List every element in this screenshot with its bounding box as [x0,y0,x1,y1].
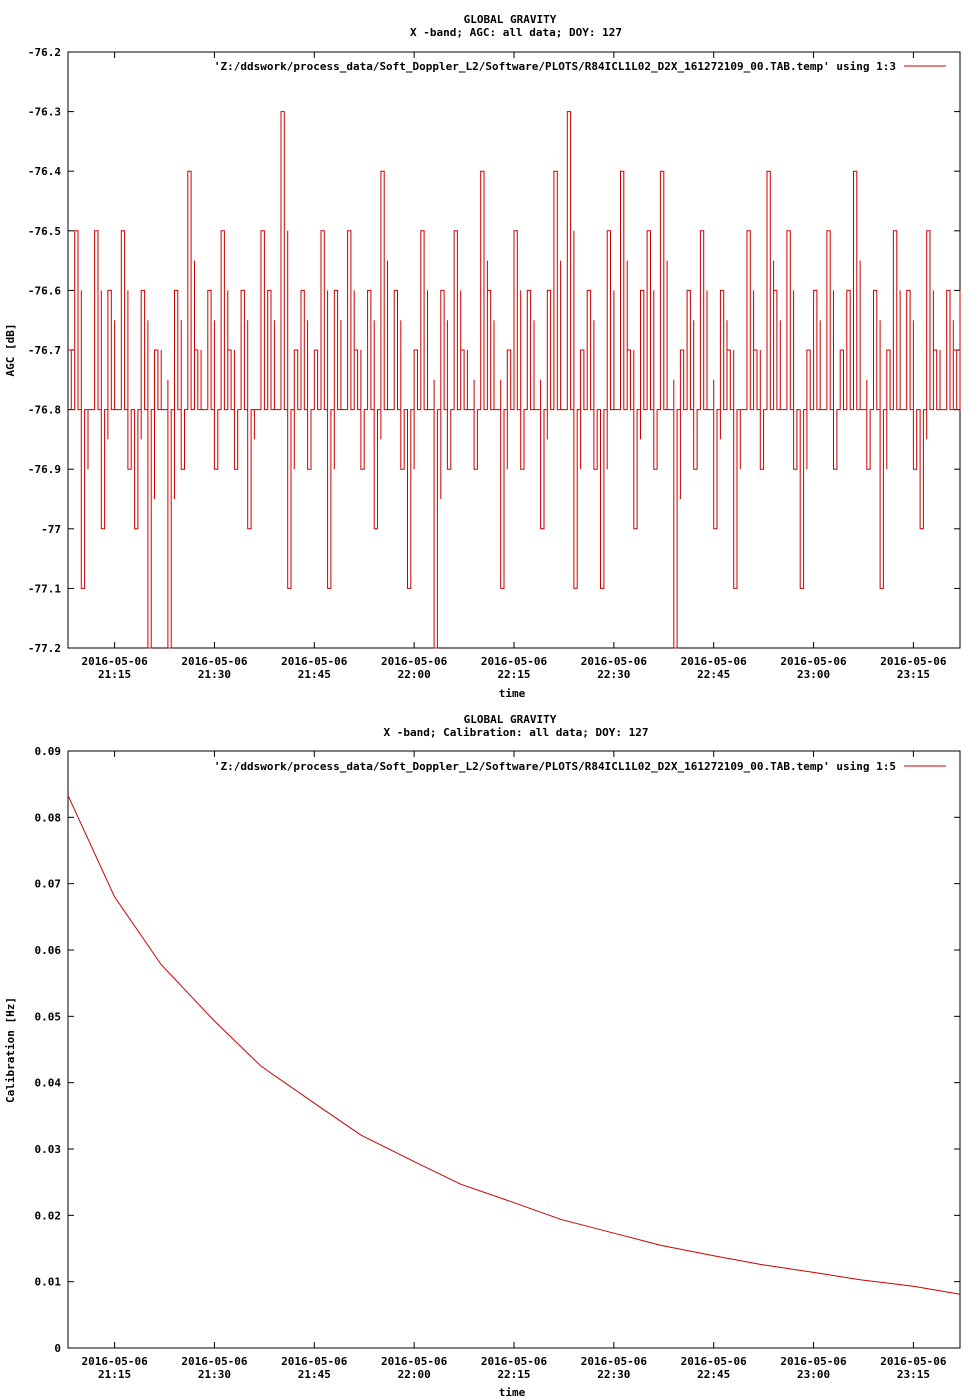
x-tick-time-label: 22:00 [398,1368,431,1381]
agc-y-axis-label: AGC [dB] [4,324,17,377]
agc-series-line [68,111,961,649]
x-tick-date-label: 2016-05-06 [481,1355,548,1368]
x-tick-date-label: 2016-05-06 [880,1355,947,1368]
y-tick-label: -76.5 [28,225,61,238]
y-tick-label: -76.9 [28,463,61,476]
x-tick-date-label: 2016-05-06 [780,655,847,668]
x-tick-date-label: 2016-05-06 [581,1355,648,1368]
x-tick-time-label: 21:30 [198,1368,231,1381]
y-tick-label: 0.02 [35,1209,62,1222]
x-tick-date-label: 2016-05-06 [381,1355,448,1368]
x-tick-time-label: 22:45 [697,1368,730,1381]
calibration-chart: GLOBAL GRAVITY X -band; Calibration: all… [4,713,961,1399]
y-tick-label: 0.01 [35,1276,62,1289]
y-tick-label: -77 [41,523,61,536]
agc-legend-label: 'Z:/ddswork/process_data/Soft_Doppler_L2… [214,60,896,73]
x-tick-date-label: 2016-05-06 [880,655,947,668]
y-tick-label: 0.08 [35,811,62,824]
x-tick-date-label: 2016-05-06 [381,655,448,668]
x-tick-date-label: 2016-05-06 [81,655,148,668]
calibration-series-line [67,795,961,1295]
calibration-plot-frame [67,750,961,1349]
x-tick-time-label: 23:15 [897,668,930,681]
x-tick-date-label: 2016-05-06 [81,1355,148,1368]
y-tick-label: 0.05 [35,1010,62,1023]
x-tick-date-label: 2016-05-06 [681,1355,748,1368]
y-tick-label: 0 [54,1342,61,1355]
y-tick-label: -76.2 [28,46,61,59]
agc-x-axis: 2016-05-0621:152016-05-0621:302016-05-06… [81,52,947,681]
agc-y-axis: -76.2 -76.3 -76.4 -76.5 -76.6 -76.7 -76.8 -76.9… [28,46,960,655]
agc-chart-subtitle: X -band; AGC: all data; DOY: 127 [410,26,622,39]
x-tick-date-label: 2016-05-06 [681,655,748,668]
x-tick-time-label: 22:30 [597,668,630,681]
x-tick-date-label: 2016-05-06 [281,655,348,668]
calibration-chart-title: GLOBAL GRAVITY [464,713,557,726]
x-tick-time-label: 23:00 [797,668,830,681]
y-tick-label: -76.8 [28,404,61,417]
x-tick-date-label: 2016-05-06 [581,655,648,668]
x-tick-time-label: 21:30 [198,668,231,681]
x-tick-time-label: 22:15 [497,1368,530,1381]
x-tick-time-label: 21:45 [298,1368,331,1381]
y-tick-label: -77.2 [28,642,61,655]
y-tick-label: -76.7 [28,344,61,357]
x-tick-time-label: 21:45 [298,668,331,681]
y-tick-label: 0.04 [35,1077,62,1090]
x-tick-time-label: 21:15 [98,668,131,681]
x-tick-time-label: 22:45 [697,668,730,681]
x-tick-time-label: 22:30 [597,1368,630,1381]
x-tick-time-label: 23:15 [897,1368,930,1381]
x-tick-time-label: 23:00 [797,1368,830,1381]
calibration-x-axis: 2016-05-0621:152016-05-0621:302016-05-06… [81,751,947,1381]
x-tick-time-label: 22:00 [398,668,431,681]
y-tick-label: -76.3 [28,106,61,119]
calibration-legend-label: 'Z:/ddswork/process_data/Soft_Doppler_L2… [214,760,896,773]
y-tick-label: 0.03 [35,1143,62,1156]
y-tick-label: -77.1 [28,582,61,595]
y-tick-label: -76.6 [28,284,61,297]
x-tick-time-label: 21:15 [98,1368,131,1381]
agc-chart-title: GLOBAL GRAVITY [464,13,557,26]
agc-chart: GLOBAL GRAVITY X -band; AGC: all data; D… [4,13,961,700]
x-tick-date-label: 2016-05-06 [181,655,248,668]
y-tick-label: 0.07 [35,878,62,891]
y-tick-label: 0.09 [35,745,62,758]
calibration-chart-subtitle: X -band; Calibration: all data; DOY: 127 [384,726,649,739]
x-tick-date-label: 2016-05-06 [780,1355,847,1368]
x-tick-date-label: 2016-05-06 [181,1355,248,1368]
calibration-y-axis-label: Calibration [Hz] [4,997,17,1103]
x-tick-date-label: 2016-05-06 [281,1355,348,1368]
x-tick-time-label: 22:15 [497,668,530,681]
x-tick-date-label: 2016-05-06 [481,655,548,668]
agc-x-axis-label: time [499,687,526,700]
y-tick-label: 0.06 [35,944,62,957]
calibration-y-axis: 0.09 0.08 0.07 0.06 0.05 0.04 0.03 0.02 0.01 0 [35,745,960,1355]
y-tick-label: -76.4 [28,165,61,178]
calibration-x-axis-label: time [499,1386,526,1399]
